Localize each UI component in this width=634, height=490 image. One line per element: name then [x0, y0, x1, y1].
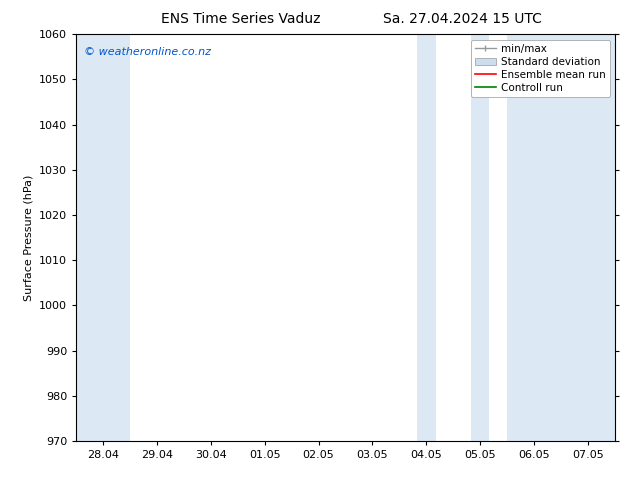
Bar [76, 34, 130, 441]
Bar [417, 34, 436, 441]
Legend: min/max, Standard deviation, Ensemble mean run, Controll run: min/max, Standard deviation, Ensemble me… [470, 40, 610, 97]
Text: Sa. 27.04.2024 15 UTC: Sa. 27.04.2024 15 UTC [384, 12, 542, 26]
Bar [561, 34, 615, 441]
Text: ENS Time Series Vaduz: ENS Time Series Vaduz [161, 12, 321, 26]
Text: © weatheronline.co.nz: © weatheronline.co.nz [84, 47, 211, 56]
Bar [507, 34, 561, 441]
Y-axis label: Surface Pressure (hPa): Surface Pressure (hPa) [23, 174, 34, 301]
Bar [471, 34, 489, 441]
